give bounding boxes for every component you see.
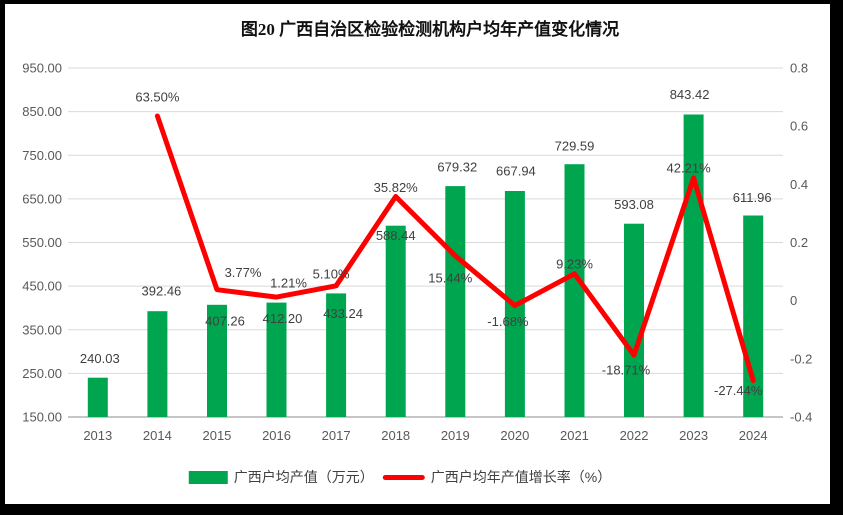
y-axis-tick-label: 250.00 bbox=[22, 366, 62, 381]
x-axis-tick-label: 2022 bbox=[620, 428, 649, 443]
bar-value-label: 679.32 bbox=[437, 160, 477, 175]
bar-2018 bbox=[385, 225, 406, 417]
combo-chart-plot: 950.00 850.00 750.00 650.00 550.00 450.00 350.… bbox=[22, 61, 812, 444]
x-axis-tick-label: 2020 bbox=[500, 428, 529, 443]
y-axis-tick-label: 950.00 bbox=[22, 61, 62, 76]
growth-rate-label: 35.82% bbox=[374, 180, 419, 195]
x-axis-tick-label: 2014 bbox=[143, 428, 172, 443]
bar-2016 bbox=[266, 302, 287, 417]
x-axis-tick-label: 2015 bbox=[202, 428, 231, 443]
bar-value-label: 392.46 bbox=[142, 284, 182, 299]
bar-value-label: 433.24 bbox=[323, 306, 363, 321]
y2-axis-tick-label: 0.6 bbox=[790, 119, 808, 134]
x-axis-tick-label: 2024 bbox=[739, 428, 768, 443]
y-axis-tick-label: 150.00 bbox=[22, 410, 62, 425]
legend: 广西户均产值（万元） 广西户均年产值增长率（%） bbox=[188, 467, 612, 487]
x-axis-tick-label: 2019 bbox=[441, 428, 470, 443]
growth-rate-label: 3.77% bbox=[225, 265, 262, 280]
growth-rate-label: 63.50% bbox=[135, 90, 180, 105]
bar-2021 bbox=[564, 164, 585, 417]
legend-label-line-series: 广西户均年产值增长率（%） bbox=[430, 469, 612, 485]
y2-axis-tick-label: -0.2 bbox=[790, 351, 812, 366]
bar-value-label: 593.08 bbox=[614, 197, 654, 212]
bar-value-label: 667.94 bbox=[496, 164, 536, 179]
bar-value-label: 611.96 bbox=[733, 190, 772, 205]
line-series-swatch-icon bbox=[382, 474, 425, 480]
y-axis-tick-label: 350.00 bbox=[22, 322, 62, 337]
y-axis-tick-label: 550.00 bbox=[22, 235, 62, 250]
y-axis-tick-label: 750.00 bbox=[22, 148, 62, 163]
bar-value-label: 407.26 bbox=[205, 313, 245, 328]
legend-item-bar-series: 广西户均产值（万元） bbox=[188, 467, 374, 487]
bar-value-label: 588.44 bbox=[376, 228, 416, 243]
bar-2013 bbox=[87, 377, 108, 417]
growth-rate-label: -18.71% bbox=[602, 363, 651, 378]
x-axis-tick-label: 2017 bbox=[322, 428, 351, 443]
bar-value-label: 729.59 bbox=[555, 139, 595, 154]
y2-axis-tick-label: -0.4 bbox=[790, 410, 812, 425]
bar-2014 bbox=[147, 311, 168, 417]
growth-rate-label: 5.10% bbox=[313, 266, 350, 281]
x-axis-tick-label: 2013 bbox=[83, 428, 112, 443]
bar-2019 bbox=[445, 186, 466, 417]
growth-rate-label: 42.21% bbox=[667, 160, 712, 175]
x-axis-tick-label: 2021 bbox=[560, 428, 589, 443]
legend-item-line-series: 广西户均年产值增长率（%） bbox=[382, 467, 612, 487]
x-axis-tick-label: 2023 bbox=[679, 428, 708, 443]
x-axis-tick-label: 2018 bbox=[381, 428, 410, 443]
bar-value-label: 843.42 bbox=[670, 87, 710, 102]
y2-axis-tick-label: 0.4 bbox=[790, 177, 808, 192]
y-axis-tick-label: 850.00 bbox=[22, 104, 62, 119]
y2-axis-tick-label: 0 bbox=[790, 293, 797, 308]
bar-value-label: 412.20 bbox=[263, 311, 303, 326]
y2-axis-tick-label: 0.8 bbox=[790, 61, 808, 76]
bar-2015 bbox=[207, 304, 227, 417]
y-axis-tick-label: 650.00 bbox=[22, 191, 62, 206]
growth-rate-label: 9.23% bbox=[556, 256, 593, 271]
bar-series-swatch-icon bbox=[188, 470, 228, 484]
chart-surface: 图20 广西自治区检验检测机构户均年产值变化情况 950.00 850.00 750… bbox=[5, 4, 830, 504]
bar-value-label: 240.03 bbox=[80, 351, 120, 366]
bar-2017 bbox=[326, 293, 347, 417]
growth-rate-label: 1.21% bbox=[270, 276, 307, 291]
bar-2022 bbox=[624, 223, 644, 417]
growth-rate-line bbox=[154, 113, 756, 383]
growth-rate-label: -1.68% bbox=[487, 314, 529, 329]
y2-axis-tick-label: 0.2 bbox=[790, 235, 808, 250]
x-axis-tick-label: 2016 bbox=[262, 428, 291, 443]
y-axis-tick-label: 450.00 bbox=[22, 279, 62, 294]
growth-rate-label: 15.44% bbox=[428, 270, 473, 285]
legend-label-bar-series: 广西户均产值（万元） bbox=[233, 469, 374, 485]
chart-title: 图20 广西自治区检验检测机构户均年产值变化情况 bbox=[240, 20, 620, 39]
growth-rate-label: -27.44% bbox=[714, 383, 763, 398]
